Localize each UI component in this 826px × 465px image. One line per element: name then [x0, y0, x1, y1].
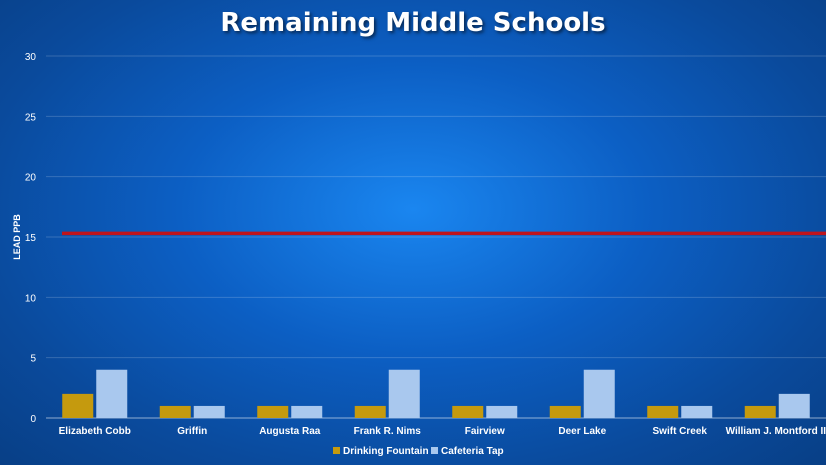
x-category-label: Frank R. Nims	[354, 426, 422, 437]
y-tick-label: 25	[25, 112, 37, 123]
chart-title: Remaining Middle Schools	[220, 8, 606, 38]
bar-drinking-fountain	[257, 405, 289, 418]
x-category-label: Deer Lake	[558, 426, 606, 437]
bar-drinking-fountain	[159, 405, 191, 418]
bar-drinking-fountain	[62, 393, 94, 418]
bars	[62, 369, 810, 418]
y-tick-label: 30	[25, 52, 37, 63]
bar-drinking-fountain	[647, 405, 679, 418]
legend-label: Cafeteria Tap	[441, 446, 504, 457]
bar-cafeteria-tap	[486, 405, 518, 418]
legend-swatch	[333, 447, 340, 454]
legend-swatch	[431, 447, 438, 454]
x-category-label: Griffin	[177, 426, 207, 437]
bar-cafeteria-tap	[388, 369, 420, 418]
bar-cafeteria-tap	[96, 369, 128, 418]
gridlines	[46, 55, 826, 419]
y-tick-label: 20	[25, 173, 37, 184]
y-axis-ticks: 0 5 10 15 20 25 30	[25, 52, 37, 425]
y-axis-label: LEAD PPB	[12, 214, 22, 260]
bar-drinking-fountain	[452, 405, 484, 418]
legend: Drinking Fountain Cafeteria Tap	[333, 446, 504, 457]
bar-drinking-fountain	[744, 405, 776, 418]
x-category-label: Augusta Raa	[259, 426, 321, 437]
bar-cafeteria-tap	[583, 369, 615, 418]
bar-cafeteria-tap	[681, 405, 713, 418]
bar-cafeteria-tap	[291, 405, 323, 418]
x-axis-categories: Elizabeth Cobb Griffin Augusta Raa Frank R.…	[59, 426, 826, 437]
legend-label: Drinking Fountain	[343, 446, 429, 457]
y-tick-label: 10	[25, 293, 37, 304]
bar-cafeteria-tap	[778, 393, 810, 418]
y-tick-label: 0	[30, 414, 36, 425]
y-tick-label: 15	[25, 233, 37, 244]
x-category-label: William J. Montford III	[726, 426, 826, 437]
bar-drinking-fountain	[354, 405, 386, 418]
x-category-label: Elizabeth Cobb	[59, 426, 131, 437]
x-category-label: Swift Creek	[653, 426, 708, 437]
bar-drinking-fountain	[549, 405, 581, 418]
x-category-label: Fairview	[465, 426, 505, 437]
bar-cafeteria-tap	[193, 405, 225, 418]
y-tick-label: 5	[30, 354, 36, 365]
